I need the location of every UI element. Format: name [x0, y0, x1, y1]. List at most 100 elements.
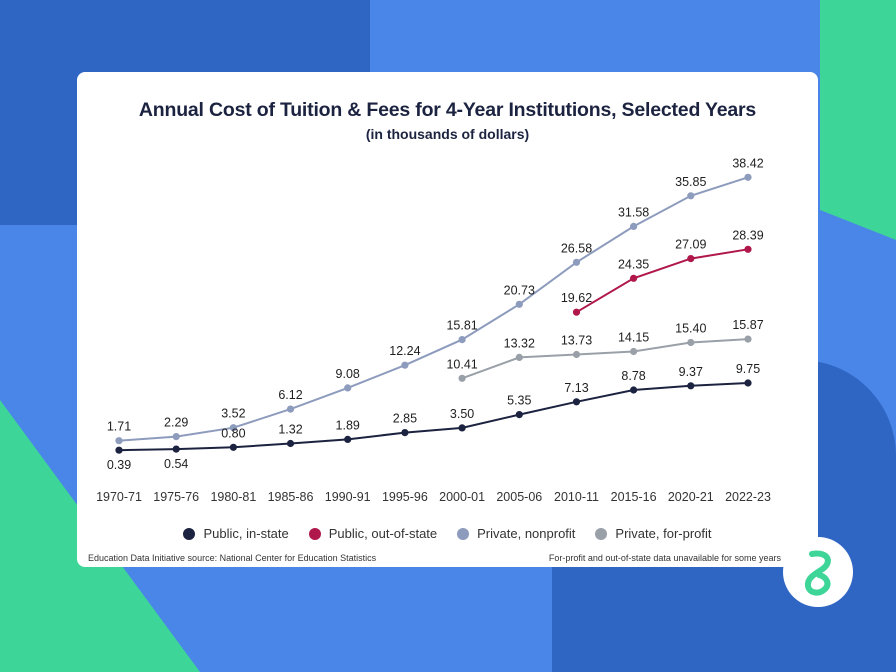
data-label-private-nonprofit: 20.73 — [504, 283, 535, 297]
chart-title: Annual Cost of Tuition & Fees for 4-Year… — [138, 99, 757, 121]
brand-logo-glyph — [804, 550, 831, 596]
series-line-private-for-profit — [461, 338, 749, 380]
data-label-public-out-of-state: 27.09 — [675, 238, 706, 252]
x-tick-label: 1985-86 — [268, 490, 314, 504]
data-point-private-for-profit — [744, 335, 752, 343]
data-label-private-nonprofit: 3.52 — [221, 407, 245, 421]
legend-label: Private, for-profit — [615, 526, 712, 541]
data-label-private-nonprofit: 2.29 — [164, 416, 188, 430]
data-point-public-in-state — [172, 445, 180, 453]
series-lines — [118, 176, 749, 452]
x-tick-label: 2015-16 — [611, 490, 657, 504]
data-point-public-out-of-state — [630, 274, 638, 282]
data-label-public-out-of-state: 19.62 — [561, 291, 592, 305]
data-point-public-in-state — [572, 398, 581, 406]
series-line-public-in-state — [118, 382, 749, 452]
chart-subtitle: (in thousands of dollars) — [365, 126, 530, 142]
data-label-private-for-profit: 13.32 — [504, 336, 535, 350]
x-tick-label: 2005-06 — [496, 490, 542, 504]
data-label-private-for-profit: 15.87 — [732, 318, 763, 332]
data-point-private-nonprofit — [744, 173, 752, 181]
data-label-private-nonprofit: 15.81 — [446, 319, 477, 333]
series-line-public-out-of-state — [575, 248, 749, 314]
x-tick-label: 2000-01 — [439, 490, 485, 504]
data-point-public-out-of-state — [572, 308, 581, 316]
data-label-public-in-state: 9.37 — [679, 365, 703, 379]
legend-label: Public, out-of-state — [328, 526, 438, 541]
data-point-private-nonprofit — [458, 336, 466, 344]
data-point-public-in-state — [630, 386, 638, 394]
data-label-public-in-state: 1.32 — [278, 423, 302, 437]
data-label-public-in-state: 1.89 — [336, 418, 360, 432]
data-label-private-for-profit: 15.40 — [675, 322, 706, 336]
data-label-private-nonprofit: 35.85 — [675, 175, 706, 189]
data-point-public-out-of-state — [687, 255, 695, 263]
data-label-public-out-of-state: 28.39 — [732, 228, 763, 242]
series-points — [115, 173, 752, 454]
data-point-public-in-state — [744, 379, 752, 387]
data-label-private-for-profit: 14.15 — [618, 331, 649, 345]
data-label-private-nonprofit: 26.58 — [561, 241, 592, 255]
data-label-public-in-state: 7.13 — [564, 381, 588, 395]
data-label-private-nonprofit: 12.24 — [389, 344, 420, 358]
data-point-private-nonprofit — [572, 258, 581, 266]
legend-label: Public, in-state — [203, 526, 289, 541]
data-point-private-for-profit — [630, 347, 638, 356]
x-tick-label: 2022-23 — [725, 490, 771, 504]
data-point-private-nonprofit — [286, 405, 295, 413]
data-point-public-in-state — [401, 429, 409, 437]
x-axis-tick-labels: 1970-71 1975-76 1980-81 1985-86 1990-91 1995-… — [96, 490, 771, 504]
series-line-private-nonprofit — [118, 176, 749, 442]
data-point-private-nonprofit — [515, 300, 523, 308]
data-point-private-for-profit — [458, 374, 466, 382]
x-tick-label: 2010-11 — [554, 490, 599, 504]
data-label-private-nonprofit: 31.58 — [618, 205, 649, 219]
data-point-private-nonprofit — [630, 222, 638, 230]
data-labels: 0.39 0.54 0.80 1.32 1.89 2.85 3.50 5.35 7.13 8.78… — [107, 156, 764, 472]
legend-label: Private, nonprofit — [477, 526, 576, 541]
legend-item: Private, nonprofit — [457, 526, 575, 541]
legend-marker — [595, 527, 608, 540]
data-point-private-for-profit — [515, 353, 523, 361]
data-point-public-in-state — [229, 443, 237, 451]
data-label-public-in-state: 5.35 — [507, 394, 531, 408]
data-point-private-nonprofit — [687, 192, 695, 200]
data-label-private-nonprofit: 9.08 — [336, 367, 360, 381]
data-point-private-nonprofit — [344, 384, 352, 392]
legend-marker — [183, 527, 196, 540]
data-label-public-in-state: 9.75 — [736, 362, 760, 376]
data-label-public-in-state: 0.80 — [221, 426, 245, 440]
data-point-private-for-profit — [572, 350, 581, 359]
x-tick-label: 1990-91 — [325, 490, 371, 504]
legend-item: Public, in-state — [183, 526, 289, 541]
x-tick-label: 1975-76 — [153, 490, 199, 504]
legend-item: Public, out-of-state — [308, 526, 438, 541]
x-tick-label: 1995-96 — [382, 490, 428, 504]
x-tick-label: 1980-81 — [210, 490, 256, 504]
data-point-public-in-state — [458, 424, 466, 432]
data-label-public-in-state: 8.78 — [621, 369, 645, 383]
line-chart: 0.39 0.54 0.80 1.32 1.89 2.85 3.50 5.35 7.13 8.78… — [96, 156, 771, 504]
legend-marker — [308, 527, 321, 540]
availability-note: For-profit and out-of-state data unavail… — [548, 553, 781, 563]
data-point-private-nonprofit — [401, 361, 409, 369]
data-label-private-nonprofit: 1.71 — [107, 420, 131, 434]
data-label-public-out-of-state: 24.35 — [618, 257, 649, 271]
data-label-public-in-state: 0.39 — [107, 458, 131, 472]
data-point-public-in-state — [344, 435, 352, 443]
chart-legend: Public, in-state Public, out-of-state Priv… — [77, 526, 818, 541]
x-tick-label: 1970-71 — [96, 490, 142, 504]
data-label-private-nonprofit: 6.12 — [278, 388, 302, 402]
data-label-public-in-state: 2.85 — [393, 412, 417, 426]
data-point-private-nonprofit — [115, 437, 123, 445]
data-label-public-in-state: 0.54 — [164, 457, 188, 471]
legend-item: Private, for-profit — [595, 526, 712, 541]
data-label-public-in-state: 3.50 — [450, 407, 474, 421]
data-point-private-nonprofit — [229, 424, 237, 432]
background-green-shape-top-right — [820, 0, 896, 240]
x-tick-label: 2020-21 — [668, 490, 714, 504]
data-point-public-in-state — [115, 446, 123, 454]
brand-logo-icon — [783, 537, 853, 607]
data-point-private-for-profit — [687, 338, 695, 347]
legend-marker — [457, 527, 470, 540]
